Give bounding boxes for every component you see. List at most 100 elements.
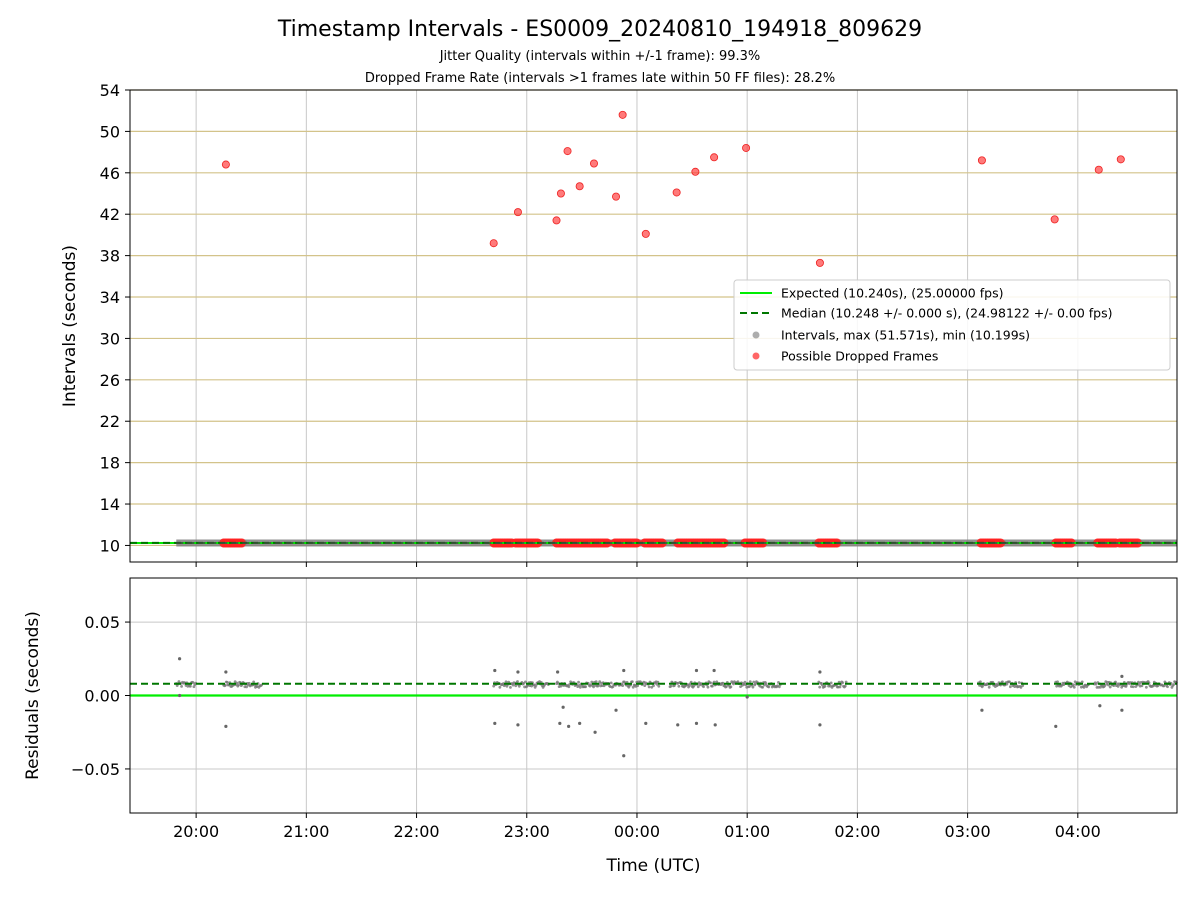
residual-outlier-point	[818, 723, 822, 727]
residual-point	[1131, 685, 1135, 689]
residual-outlier-point	[593, 730, 597, 734]
x-axis-label: Time (UTC)	[606, 856, 701, 876]
residual-outlier-point	[818, 670, 822, 674]
legend-box	[733, 279, 1171, 371]
residual-point	[577, 680, 580, 684]
residual-point	[710, 684, 714, 688]
bottom-panel: 0.05 0.00 −0.05 20:00 21:00 22:00 23:00 00:00 01…	[23, 577, 1178, 876]
residual-outlier-point	[745, 695, 749, 699]
x-tick-label: 20:00	[173, 822, 219, 841]
dropped-frame-point	[1094, 165, 1103, 174]
residual-point	[1056, 680, 1059, 684]
dropped-frame-point	[612, 192, 621, 201]
residual-point	[702, 685, 705, 689]
residual-outlier-point	[614, 708, 618, 712]
residual-point	[655, 682, 659, 686]
legend-label: Possible Dropped Frames	[781, 349, 938, 364]
dropped-frame-point	[556, 189, 565, 198]
residual-point	[1112, 684, 1116, 688]
dropped-frame-point	[641, 229, 650, 238]
residual-point	[1108, 685, 1112, 689]
top-y-tick-label: 38	[100, 247, 120, 266]
residual-outlier-point	[567, 724, 571, 728]
residual-point	[823, 684, 827, 688]
legend-intervals-swatch	[752, 331, 760, 339]
chart-subtitle-dropped: Dropped Frame Rate (intervals >1 frames …	[365, 71, 835, 86]
residual-outlier-point	[694, 668, 699, 673]
residual-point	[225, 680, 229, 684]
top-y-tick-label: 30	[100, 329, 120, 348]
residual-outlier-point	[1098, 704, 1102, 708]
residual-outlier-point	[558, 721, 562, 726]
residual-outlier-point	[644, 721, 648, 726]
x-tick-label: 01:00	[724, 822, 770, 841]
residual-point	[696, 685, 700, 689]
residual-point	[517, 684, 521, 688]
residual-point	[748, 680, 752, 683]
residual-point	[1140, 684, 1144, 688]
residual-outlier-point	[1054, 724, 1058, 728]
residual-outlier-point	[712, 668, 716, 673]
residual-point	[643, 684, 647, 688]
top-axes-frame	[129, 89, 1178, 563]
residual-point	[1005, 682, 1009, 686]
top-y-tick-label: 10	[100, 536, 120, 555]
residual-point	[829, 681, 833, 685]
residual-point	[1124, 684, 1128, 688]
residual-point	[657, 684, 661, 688]
residual-point	[978, 680, 982, 684]
residual-point	[192, 685, 196, 689]
bottom-y-tick-label: 0.00	[84, 687, 120, 706]
x-tick-label: 00:00	[614, 822, 660, 841]
residual-point	[1072, 683, 1075, 687]
legend-label: Intervals, max (51.571s), min (10.199s)	[781, 328, 1030, 343]
residual-point	[631, 685, 635, 689]
residual-point	[584, 685, 588, 689]
dropped-frame-point	[672, 188, 681, 197]
residual-point	[534, 684, 538, 687]
bottom-y-tick-label: −0.05	[71, 760, 120, 779]
residual-outlier-point	[516, 670, 520, 674]
residual-point	[1072, 685, 1076, 689]
residual-outlier-point	[561, 705, 565, 709]
residual-outlier-point	[493, 721, 497, 726]
residual-point	[504, 680, 508, 684]
residual-point	[636, 684, 640, 688]
dropped-frame-point	[575, 182, 584, 191]
legend-dropped-swatch	[752, 352, 760, 360]
dropped-frame-point	[742, 143, 751, 152]
dropped-frame-point	[563, 147, 572, 156]
residual-point	[524, 680, 527, 684]
dropped-frame-point	[815, 258, 824, 267]
residual-point	[245, 685, 249, 689]
residual-outlier-point	[676, 723, 680, 727]
residual-point	[752, 680, 756, 684]
dropped-frame-point	[552, 216, 561, 225]
top-y-tick-label: 18	[100, 454, 120, 473]
residual-outlier-point	[556, 670, 560, 674]
residual-point	[1019, 685, 1023, 689]
top-y-axis-label: Intervals (seconds)	[60, 245, 80, 407]
residual-point	[729, 685, 733, 689]
dropped-frame-point	[691, 167, 700, 176]
residual-point	[677, 684, 681, 688]
residual-point	[611, 685, 615, 689]
dropped-frame-point	[221, 160, 230, 169]
residual-point	[621, 684, 625, 687]
residual-point	[844, 680, 848, 684]
x-tick-label: 03:00	[945, 822, 991, 841]
top-y-tick-label: 42	[100, 205, 120, 224]
dropped-frame-point	[589, 159, 598, 168]
residual-point	[191, 681, 195, 684]
residual-point	[1172, 683, 1176, 686]
x-tick-label: 04:00	[1055, 822, 1101, 841]
residual-outlier-point	[1120, 708, 1124, 712]
residual-point	[1008, 680, 1011, 684]
residual-point	[627, 685, 631, 689]
top-y-tick-label: 22	[100, 412, 120, 431]
top-y-tick-label: 46	[100, 164, 120, 183]
residual-point	[761, 685, 765, 689]
top-y-tick-label: 26	[100, 371, 120, 390]
residual-outlier-point	[177, 693, 182, 698]
residual-point	[777, 685, 781, 689]
